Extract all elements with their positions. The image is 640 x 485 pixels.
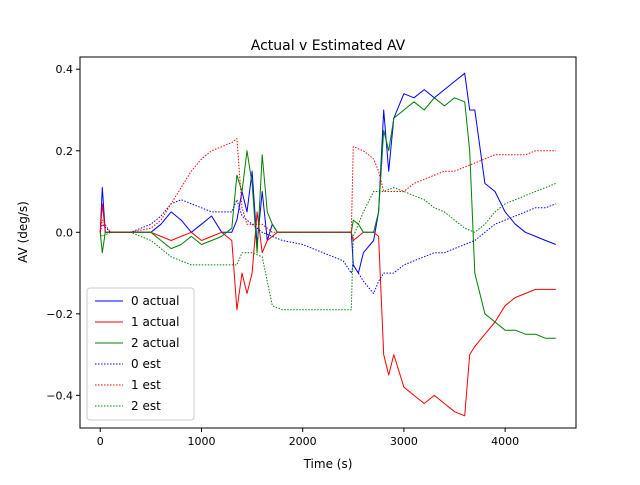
y-axis-label: AV (deg/s) — [16, 201, 30, 263]
y-tick-label: 0.0 — [56, 226, 74, 239]
y-tick-label: 0.2 — [56, 145, 74, 158]
x-tick-label: 3000 — [390, 435, 418, 448]
x-tick-label: 4000 — [491, 435, 519, 448]
series-line-0-actual — [99, 72, 556, 274]
legend-label: 0 est — [131, 357, 161, 371]
legend: 0 actual 1 actual 2 actual 0 est 1 est 2 est — [86, 287, 195, 421]
y-axis: −0.4 −0.2 0.0 0.2 0.4 — [46, 63, 80, 402]
series-line-1-est — [99, 138, 556, 233]
y-tick-label: −0.2 — [46, 308, 73, 321]
series-line-0-est — [99, 199, 556, 294]
series-layer — [99, 72, 556, 417]
plot-area-frame — [79, 56, 577, 429]
y-tick-label: 0.4 — [56, 63, 74, 76]
chart-title: Actual v Estimated AV — [251, 38, 406, 54]
x-tick-label: 1000 — [187, 435, 215, 448]
legend-box — [86, 287, 195, 421]
legend-label: 1 actual — [131, 315, 179, 329]
series-line-2-est — [99, 182, 556, 311]
x-tick-label: 0 — [97, 435, 104, 448]
legend-label: 1 est — [131, 378, 161, 392]
legend-label: 2 actual — [131, 336, 179, 350]
x-axis: 0 1000 2000 3000 4000 — [97, 428, 519, 448]
legend-label: 0 actual — [131, 294, 179, 308]
y-tick-label: −0.4 — [46, 389, 73, 402]
x-tick-label: 2000 — [289, 435, 317, 448]
x-axis-label: Time (s) — [303, 457, 353, 471]
legend-label: 2 est — [131, 399, 161, 413]
